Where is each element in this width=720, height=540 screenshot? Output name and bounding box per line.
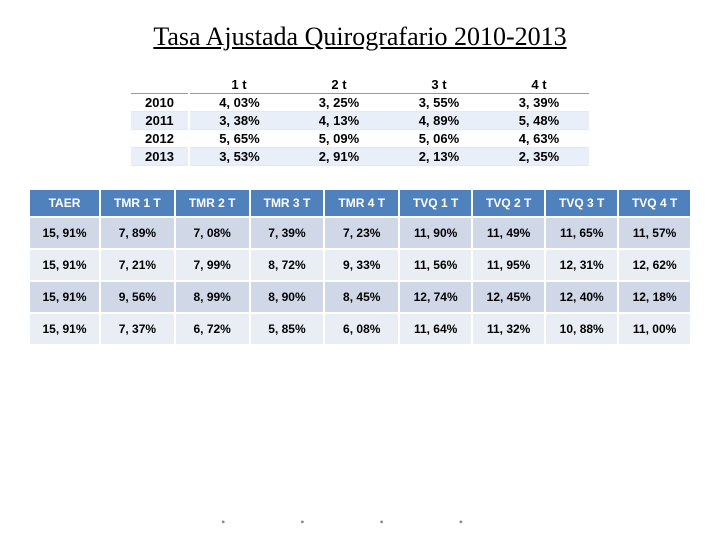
summary-header-row: 1 t 2 t 3 t 4 t bbox=[131, 76, 589, 94]
summary-year: 2013 bbox=[131, 148, 189, 166]
page-title: Tasa Ajustada Quirografario 2010-2013 bbox=[0, 0, 720, 70]
detail-cell: 12, 18% bbox=[618, 281, 690, 313]
detail-cell: 15, 91% bbox=[30, 281, 100, 313]
summary-cell: 3, 38% bbox=[189, 112, 289, 130]
summary-cell: 2, 13% bbox=[389, 148, 489, 166]
summary-year: 2012 bbox=[131, 130, 189, 148]
summary-cell: 3, 25% bbox=[289, 94, 389, 112]
detail-cell: 10, 88% bbox=[545, 313, 618, 345]
summary-header-4t: 4 t bbox=[489, 76, 589, 94]
detail-cell: 7, 99% bbox=[175, 249, 250, 281]
summary-cell: 5, 06% bbox=[389, 130, 489, 148]
detail-row: 15, 91% 7, 21% 7, 99% 8, 72% 9, 33% 11, … bbox=[30, 249, 690, 281]
detail-cell: 12, 45% bbox=[472, 281, 545, 313]
detail-header: TVQ 2 T bbox=[472, 190, 545, 217]
pagination-dots-icon: • • • • bbox=[221, 515, 499, 530]
summary-cell: 5, 09% bbox=[289, 130, 389, 148]
detail-cell: 7, 37% bbox=[100, 313, 175, 345]
summary-header-1t: 1 t bbox=[189, 76, 289, 94]
summary-row: 2013 3, 53% 2, 91% 2, 13% 2, 35% bbox=[131, 148, 589, 166]
detail-cell: 11, 65% bbox=[545, 217, 618, 249]
summary-table: 1 t 2 t 3 t 4 t 2010 4, 03% 3, 25% 3, 55… bbox=[131, 76, 589, 166]
detail-cell: 11, 64% bbox=[399, 313, 472, 345]
detail-cell: 7, 89% bbox=[100, 217, 175, 249]
detail-cell: 6, 08% bbox=[324, 313, 399, 345]
detail-cell: 6, 72% bbox=[175, 313, 250, 345]
detail-cell: 12, 31% bbox=[545, 249, 618, 281]
detail-cell: 8, 72% bbox=[250, 249, 325, 281]
detail-header: TVQ 4 T bbox=[618, 190, 690, 217]
detail-cell: 11, 49% bbox=[472, 217, 545, 249]
summary-cell: 3, 55% bbox=[389, 94, 489, 112]
detail-cell: 9, 33% bbox=[324, 249, 399, 281]
detail-table: TAER TMR 1 T TMR 2 T TMR 3 T TMR 4 T TVQ… bbox=[30, 190, 690, 346]
detail-cell: 15, 91% bbox=[30, 313, 100, 345]
summary-cell: 2, 91% bbox=[289, 148, 389, 166]
detail-cell: 8, 99% bbox=[175, 281, 250, 313]
detail-cell: 12, 40% bbox=[545, 281, 618, 313]
summary-row: 2010 4, 03% 3, 25% 3, 55% 3, 39% bbox=[131, 94, 589, 112]
summary-header-blank bbox=[131, 76, 189, 94]
summary-cell: 2, 35% bbox=[489, 148, 589, 166]
summary-row: 2011 3, 38% 4, 13% 4, 89% 5, 48% bbox=[131, 112, 589, 130]
summary-cell: 4, 89% bbox=[389, 112, 489, 130]
detail-cell: 15, 91% bbox=[30, 249, 100, 281]
summary-cell: 5, 48% bbox=[489, 112, 589, 130]
summary-year: 2010 bbox=[131, 94, 189, 112]
summary-cell: 4, 13% bbox=[289, 112, 389, 130]
summary-cell: 3, 53% bbox=[189, 148, 289, 166]
detail-header: TMR 3 T bbox=[250, 190, 325, 217]
detail-cell: 7, 39% bbox=[250, 217, 325, 249]
detail-row: 15, 91% 7, 37% 6, 72% 5, 85% 6, 08% 11, … bbox=[30, 313, 690, 345]
detail-cell: 11, 90% bbox=[399, 217, 472, 249]
detail-header: TAER bbox=[30, 190, 100, 217]
summary-row: 2012 5, 65% 5, 09% 5, 06% 4, 63% bbox=[131, 130, 589, 148]
detail-cell: 11, 57% bbox=[618, 217, 690, 249]
detail-cell: 8, 45% bbox=[324, 281, 399, 313]
summary-header-3t: 3 t bbox=[389, 76, 489, 94]
detail-header: TVQ 1 T bbox=[399, 190, 472, 217]
summary-cell: 4, 03% bbox=[189, 94, 289, 112]
detail-header: TMR 4 T bbox=[324, 190, 399, 217]
detail-cell: 11, 56% bbox=[399, 249, 472, 281]
detail-header: TMR 2 T bbox=[175, 190, 250, 217]
detail-header: TVQ 3 T bbox=[545, 190, 618, 217]
detail-cell: 9, 56% bbox=[100, 281, 175, 313]
detail-cell: 5, 85% bbox=[250, 313, 325, 345]
summary-cell: 3, 39% bbox=[489, 94, 589, 112]
detail-cell: 15, 91% bbox=[30, 217, 100, 249]
detail-header-row: TAER TMR 1 T TMR 2 T TMR 3 T TMR 4 T TVQ… bbox=[30, 190, 690, 217]
detail-row: 15, 91% 9, 56% 8, 99% 8, 90% 8, 45% 12, … bbox=[30, 281, 690, 313]
detail-cell: 12, 74% bbox=[399, 281, 472, 313]
summary-header-2t: 2 t bbox=[289, 76, 389, 94]
detail-cell: 12, 62% bbox=[618, 249, 690, 281]
detail-cell: 7, 08% bbox=[175, 217, 250, 249]
detail-row: 15, 91% 7, 89% 7, 08% 7, 39% 7, 23% 11, … bbox=[30, 217, 690, 249]
summary-cell: 5, 65% bbox=[189, 130, 289, 148]
detail-cell: 8, 90% bbox=[250, 281, 325, 313]
detail-cell: 11, 00% bbox=[618, 313, 690, 345]
summary-year: 2011 bbox=[131, 112, 189, 130]
detail-cell: 7, 23% bbox=[324, 217, 399, 249]
detail-header: TMR 1 T bbox=[100, 190, 175, 217]
detail-cell: 11, 32% bbox=[472, 313, 545, 345]
detail-cell: 7, 21% bbox=[100, 249, 175, 281]
detail-cell: 11, 95% bbox=[472, 249, 545, 281]
summary-cell: 4, 63% bbox=[489, 130, 589, 148]
